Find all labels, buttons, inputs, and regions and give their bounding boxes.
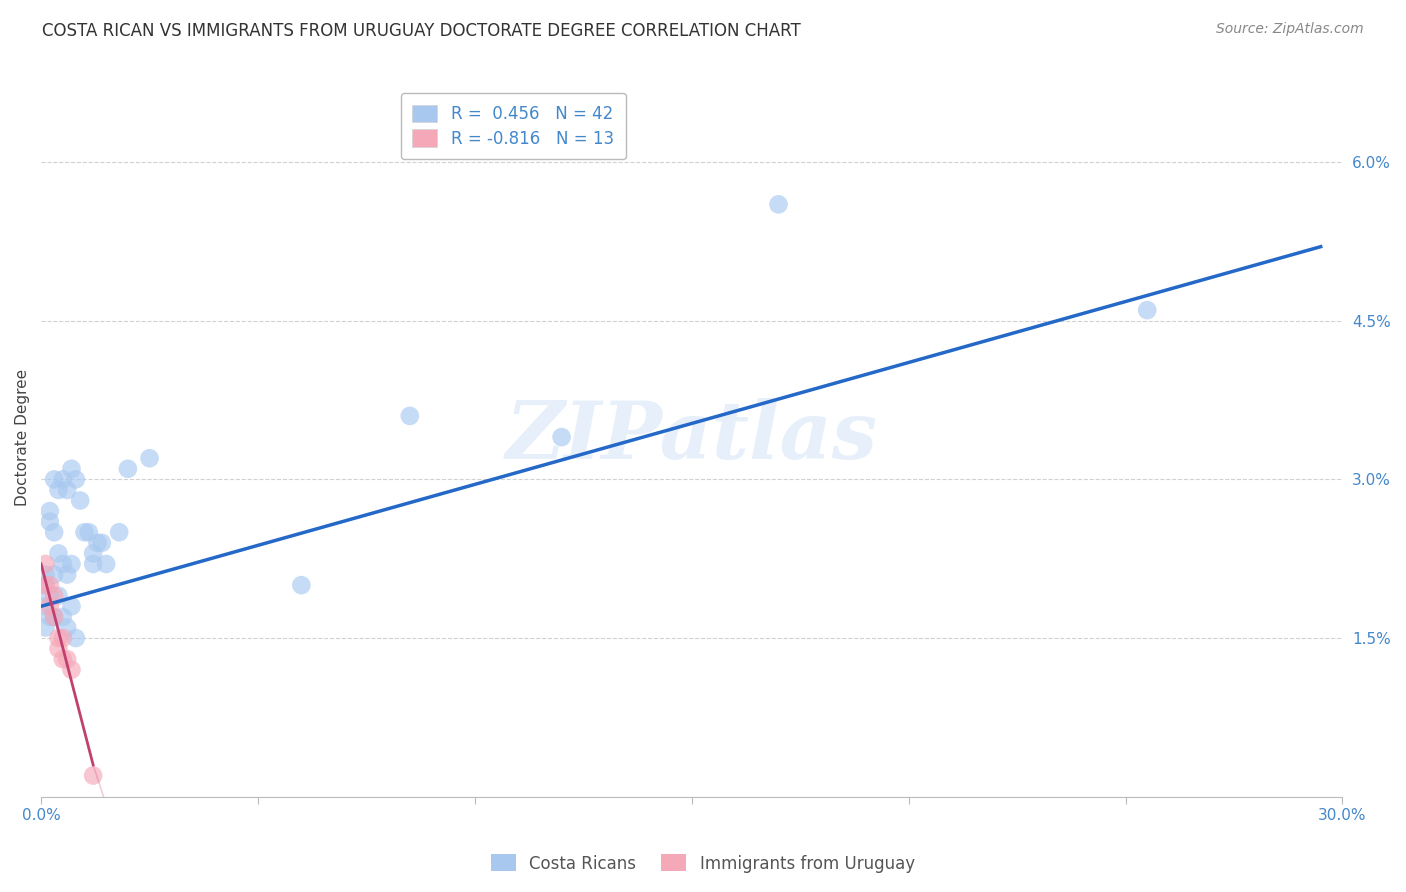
Point [290,578,312,592]
Point [48,641,70,656]
Point [60,663,83,677]
Point [38,504,60,518]
Point [56,652,79,666]
Point [38,515,60,529]
Point [86,536,108,550]
Point [56,620,79,634]
Point [550,430,572,444]
Point [38,589,60,603]
Point [96,557,118,571]
Y-axis label: Doctorate Degree: Doctorate Degree [15,368,30,506]
Point [52,631,75,645]
Point [117,462,139,476]
Point [52,472,75,486]
Point [38,578,60,592]
Point [82,546,104,560]
Point [34,599,56,614]
Point [73,525,96,540]
Point [65,472,87,486]
Point [138,451,160,466]
Point [65,631,87,645]
Point [108,525,131,540]
Text: Source: ZipAtlas.com: Source: ZipAtlas.com [1216,22,1364,37]
Point [34,557,56,571]
Point [52,557,75,571]
Point [52,652,75,666]
Point [42,610,65,624]
Point [42,567,65,582]
Point [38,610,60,624]
Point [48,631,70,645]
Point [42,472,65,486]
Legend: R =  0.456   N = 42, R = -0.816   N = 13: R = 0.456 N = 42, R = -0.816 N = 13 [401,93,626,160]
Point [77,525,100,540]
Point [82,557,104,571]
Text: ZIPatlas: ZIPatlas [506,399,877,475]
Point [34,578,56,592]
Point [38,599,60,614]
Point [48,483,70,497]
Point [56,567,79,582]
Point [52,610,75,624]
Point [42,525,65,540]
Point [82,768,104,782]
Point [60,557,83,571]
Point [90,536,112,550]
Point [60,462,83,476]
Point [48,546,70,560]
Point [42,610,65,624]
Point [56,483,79,497]
Point [34,620,56,634]
Point [60,599,83,614]
Point [398,409,420,423]
Point [1136,303,1159,318]
Text: COSTA RICAN VS IMMIGRANTS FROM URUGUAY DOCTORATE DEGREE CORRELATION CHART: COSTA RICAN VS IMMIGRANTS FROM URUGUAY D… [42,22,801,40]
Point [48,589,70,603]
Point [69,493,91,508]
Point [34,578,56,592]
Point [34,567,56,582]
Legend: Costa Ricans, Immigrants from Uruguay: Costa Ricans, Immigrants from Uruguay [485,847,921,880]
Point [768,197,790,211]
Point [42,589,65,603]
